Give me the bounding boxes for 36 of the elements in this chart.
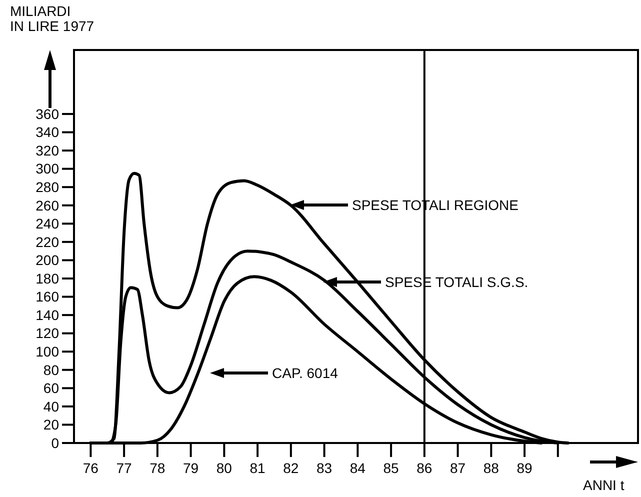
x-tick-label: 87 — [450, 460, 466, 476]
y-axis-title: MILIARDI IN LIRE 1977 — [10, 3, 94, 34]
y-tick-label: 40 — [43, 398, 60, 414]
y-tick-label: 200 — [36, 252, 60, 268]
x-tick-label: 78 — [150, 460, 166, 476]
x-tick-label: 84 — [350, 460, 366, 476]
x-tick-label: 82 — [283, 460, 299, 476]
y-tick-label: 320 — [36, 142, 60, 158]
y-tick-label: 340 — [36, 124, 60, 140]
x-tick-label: 80 — [216, 460, 232, 476]
y-tick-label: 80 — [43, 362, 60, 378]
x-tick-label: 85 — [383, 460, 400, 476]
y-tick-label: 140 — [36, 306, 60, 323]
x-tick-label: 81 — [250, 460, 266, 476]
x-tick-label: 83 — [316, 460, 332, 476]
y-tick-label: 120 — [36, 325, 60, 342]
x-axis-title: ANNI t — [583, 477, 624, 493]
y-tick-label: 240 — [36, 216, 60, 232]
y-tick-label: 300 — [36, 160, 60, 177]
x-tick-label: 89 — [516, 460, 533, 476]
x-tick-label: 79 — [183, 460, 199, 476]
y-tick-label: 360 — [36, 106, 60, 122]
y-tick-label: 280 — [36, 178, 60, 195]
y-tick-label: 0 — [51, 434, 60, 451]
y-tick-label: 220 — [36, 234, 60, 250]
x-tick-label: 86 — [416, 460, 432, 476]
y-tick-label: 160 — [36, 288, 60, 305]
y-tick-label: 20 — [43, 416, 60, 433]
x-tick-label: 77 — [116, 460, 132, 476]
y-tick-label: 100 — [36, 344, 60, 360]
y-tick-label: 60 — [43, 380, 60, 396]
x-tick-label: 88 — [483, 460, 500, 476]
y-tick-label: 260 — [36, 197, 60, 214]
annotation: CAP. 6014 — [272, 364, 338, 381]
y-tick-label: 180 — [36, 270, 60, 286]
x-tick-label: 76 — [82, 460, 99, 476]
